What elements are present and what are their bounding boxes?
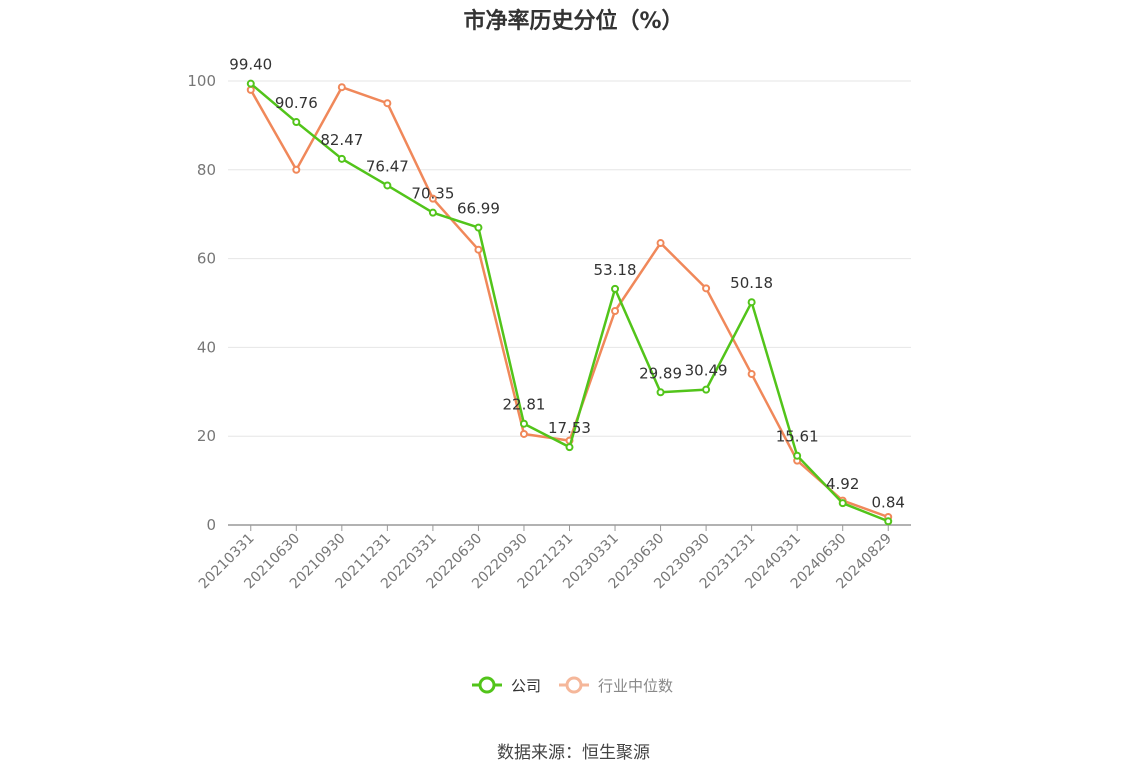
point-industry-20230630	[656, 239, 665, 248]
y-tick-label-80: 80	[197, 161, 216, 179]
point-company-20230331	[611, 284, 620, 293]
y-tick-label-20: 20	[197, 427, 216, 445]
data-label-20230630: 29.89	[639, 364, 682, 382]
point-industry-20220930	[519, 429, 528, 438]
point-industry-20210630	[292, 165, 301, 174]
data-label-20230930: 30.49	[685, 362, 728, 380]
data-label-20230331: 53.18	[594, 261, 637, 279]
point-company-20230630	[656, 388, 665, 397]
point-company-20210331	[246, 79, 255, 88]
point-company-20220930	[519, 419, 528, 428]
legend-item-company[interactable]: 公司	[471, 673, 541, 697]
series-line-company	[249, 82, 889, 523]
point-industry-20211231	[383, 99, 392, 108]
point-company-20240630	[838, 499, 847, 508]
legend: 公司 行业中位数	[0, 673, 1147, 697]
data-label-20211231: 76.47	[366, 157, 409, 175]
point-company-20210930	[337, 154, 346, 163]
data-label-20240630: 4.92	[826, 475, 859, 493]
point-company-20210630	[292, 118, 301, 127]
legend-industry-marker-icon	[559, 676, 589, 694]
point-company-20220630	[474, 223, 483, 232]
data-source: 数据来源：恒生聚源	[497, 743, 650, 763]
data-label-20240829: 0.84	[872, 493, 905, 511]
y-tick-label-60: 60	[197, 250, 216, 268]
chart-title: 市净率历史分位（%）	[463, 9, 684, 34]
legend-company-marker-icon	[472, 676, 502, 694]
data-label-20210930: 82.47	[320, 131, 363, 149]
legend-item-industry[interactable]: 行业中位数	[558, 673, 673, 697]
point-industry-20231231	[747, 370, 756, 379]
data-label-20220630: 66.99	[457, 200, 500, 218]
point-industry-20230930	[702, 284, 711, 293]
data-label-20210630: 90.76	[275, 94, 318, 112]
point-company-20240829	[884, 517, 893, 526]
point-industry-20210930	[337, 83, 346, 92]
point-industry-20220630	[474, 245, 483, 254]
line-chart: 0204060801002021033120210630202109302021…	[187, 56, 911, 592]
legend-label-industry: 行业中位数	[598, 676, 674, 695]
point-industry-20230331	[611, 306, 620, 315]
point-industry-20220331	[428, 194, 437, 203]
data-label-20221231: 17.53	[548, 419, 591, 437]
y-tick-label-40: 40	[197, 338, 216, 356]
point-company-20211231	[383, 181, 392, 190]
data-label-20220331: 70.35	[411, 185, 454, 203]
point-company-20231231	[747, 298, 756, 307]
data-label-20210331: 99.40	[229, 56, 272, 74]
point-company-20240331	[793, 451, 802, 460]
series-line-industry	[249, 85, 889, 519]
y-tick-label-0: 0	[206, 516, 216, 534]
data-label-20231231: 50.18	[730, 274, 773, 292]
point-company-20221231	[565, 443, 574, 452]
point-company-20220331	[428, 208, 437, 217]
legend-label-company: 公司	[511, 676, 542, 695]
point-industry-20210331	[246, 85, 255, 94]
point-company-20230930	[702, 385, 711, 394]
y-tick-label-100: 100	[187, 72, 216, 90]
data-label-20220930: 22.81	[502, 396, 545, 414]
data-label-20240331: 15.61	[776, 428, 819, 446]
